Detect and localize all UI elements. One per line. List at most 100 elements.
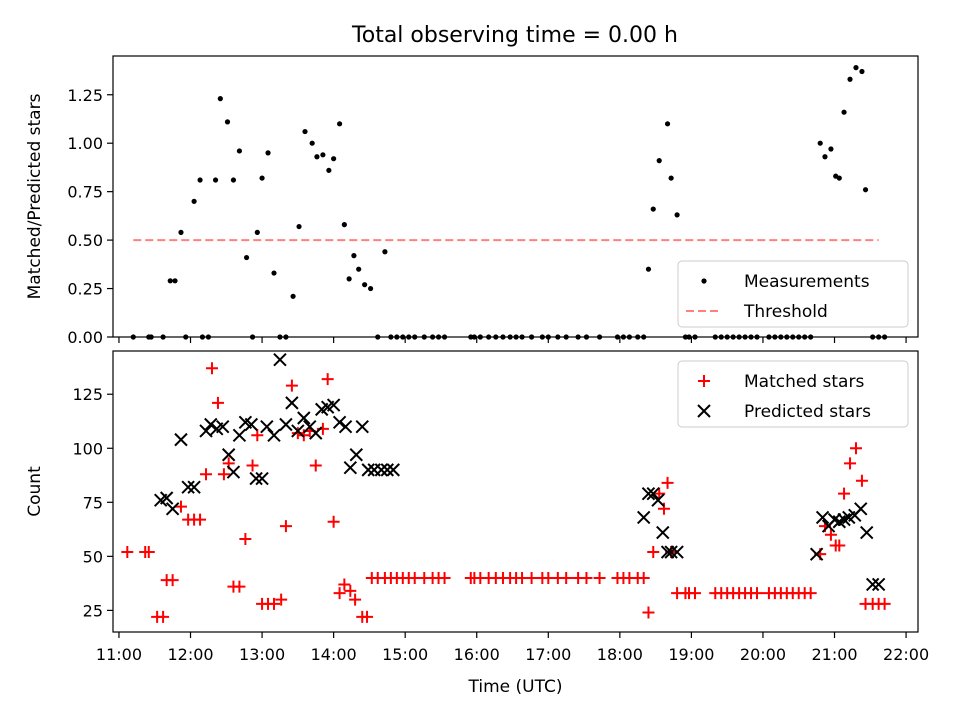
matched-point: [121, 546, 134, 559]
legend-plus-icon: [698, 375, 710, 387]
measurement-point: [441, 334, 448, 340]
matched-point: [333, 587, 346, 600]
predicted-point: [273, 352, 287, 367]
measurement-point: [847, 76, 853, 82]
measurement-point: [199, 334, 206, 340]
predicted-point: [338, 419, 353, 434]
matched-point: [804, 587, 817, 600]
measurement-point: [626, 334, 632, 340]
y-tick-label: 25: [83, 601, 103, 620]
predicted-point: [809, 547, 824, 561]
measurement-point: [817, 140, 823, 146]
predicted-point: [664, 545, 678, 559]
matched-point: [661, 476, 674, 489]
x-tick-label: 16:00: [454, 645, 500, 664]
measurement-point: [400, 334, 406, 340]
predicted-point: [660, 545, 675, 559]
matched-point: [525, 571, 538, 584]
measurement-point: [674, 212, 680, 218]
predicted-point: [349, 448, 363, 462]
measurement-point: [336, 121, 343, 127]
measurement-point: [692, 334, 698, 340]
x-tick-label: 12:00: [167, 645, 213, 664]
matched-point: [233, 580, 246, 593]
matched-point: [251, 429, 264, 442]
measurement-point: [296, 223, 302, 230]
measurement-point: [320, 152, 326, 158]
y-tick-label: 1.00: [67, 134, 103, 153]
measurement-point: [778, 334, 784, 340]
measurement-point: [545, 334, 551, 340]
measurement-point: [828, 146, 834, 152]
measurement-point: [271, 270, 277, 276]
measurement-point: [575, 334, 581, 340]
matched-point: [268, 597, 280, 610]
matched-point: [824, 528, 837, 541]
matched-point: [642, 606, 655, 619]
matched-point: [349, 593, 362, 606]
measurement-point: [766, 334, 772, 340]
x-tick-label: 14:00: [311, 645, 357, 664]
legend-box: [677, 360, 909, 428]
measurement-point: [519, 334, 525, 340]
measurement-point: [130, 334, 136, 340]
measurement-point: [563, 334, 569, 340]
measurement-point: [368, 285, 374, 292]
measurement-point: [486, 334, 492, 340]
matched-point: [849, 442, 862, 455]
matched-point: [657, 502, 670, 515]
matched-point: [560, 571, 573, 584]
measurement-point: [808, 334, 814, 340]
measurement-point: [641, 334, 647, 340]
matched-point: [285, 379, 298, 392]
y-tick-label: 0.50: [67, 231, 103, 250]
measurement-point: [822, 154, 828, 160]
predicted-point: [291, 424, 305, 438]
measurement-point: [836, 175, 842, 181]
measurement-point: [314, 154, 320, 160]
predicted-point: [309, 426, 323, 440]
matched-point: [157, 610, 170, 623]
measurement-point: [236, 148, 243, 154]
y-axis-label: Count: [25, 466, 45, 517]
measurement-point: [500, 334, 506, 340]
predicted-point: [159, 491, 174, 505]
measurement-point: [346, 276, 352, 282]
measurement-point: [841, 109, 847, 115]
y-tick-label: 100: [72, 439, 103, 458]
measurement-point: [539, 334, 545, 340]
predicted-point: [380, 463, 395, 477]
measurement-point: [790, 334, 796, 340]
measurement-point: [882, 334, 888, 340]
predicted-point: [815, 510, 830, 525]
measurement-point: [382, 249, 388, 255]
measurement-point: [341, 222, 347, 228]
measurement-point: [249, 334, 256, 340]
measurement-point: [217, 96, 223, 102]
measurement-point: [555, 334, 561, 340]
predicted-point: [226, 465, 241, 479]
predicted-point: [865, 577, 880, 592]
measurement-point: [388, 334, 394, 340]
measurement-point: [212, 177, 219, 183]
measurement-point: [468, 334, 474, 340]
measurement-point: [302, 128, 308, 135]
measurement-point: [730, 334, 736, 340]
y-tick-label: 125: [72, 385, 103, 404]
legend-dot-icon: [701, 278, 707, 284]
predicted-point: [249, 471, 263, 486]
predicted-point: [181, 480, 195, 494]
measurement-point: [309, 140, 315, 146]
measurement-point: [529, 334, 535, 340]
measurement-point: [772, 334, 778, 340]
predicted-point: [221, 448, 236, 462]
y-tick-label: 1.25: [67, 86, 103, 105]
measurement-point: [191, 198, 197, 204]
predicted-point: [297, 411, 311, 425]
measurement-point: [394, 334, 400, 340]
legend-label: Predicted stars: [744, 402, 871, 422]
measurement-point: [283, 334, 289, 340]
matched-point: [637, 571, 650, 584]
measurement-point: [859, 68, 865, 75]
